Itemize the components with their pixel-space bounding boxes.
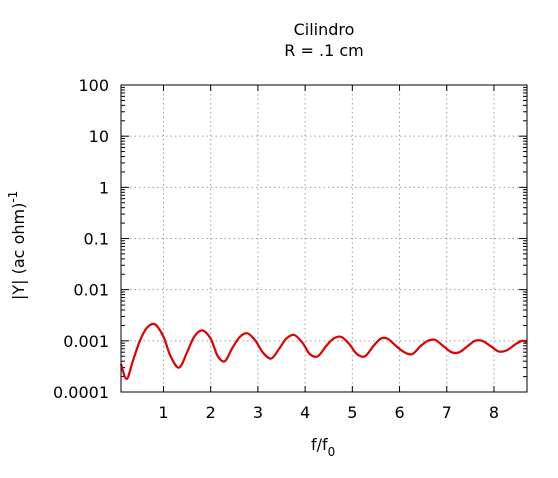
x-tick-label: 6: [394, 403, 404, 422]
x-tick-label: 3: [253, 403, 263, 422]
plot-frame: [120, 84, 528, 393]
x-tick-label: 1: [158, 403, 168, 422]
y-tick-label: 0.001: [63, 332, 109, 351]
y-tick-label: 1: [99, 178, 109, 197]
x-axis-label-main: f/f: [311, 435, 328, 454]
x-axis-label: f/f0: [311, 435, 335, 459]
y-tick-label: 0.1: [84, 230, 109, 249]
y-tick-label: 10: [89, 127, 109, 146]
x-tick-label: 2: [206, 403, 216, 422]
x-tick-label: 7: [442, 403, 452, 422]
grid-lines: [121, 85, 527, 392]
y-axis-label-superscript: -1: [6, 191, 20, 203]
x-axis-label-subscript: 0: [328, 445, 336, 459]
x-tick-label: 8: [489, 403, 499, 422]
y-tick-label: 0.01: [73, 281, 109, 300]
y-tick-label: 100: [78, 76, 109, 95]
chart-subtitle: R = .1 cm: [284, 41, 363, 60]
series-line: [119, 322, 528, 381]
axis-ticks: [121, 84, 527, 393]
x-tick-label: 4: [300, 403, 310, 422]
y-axis-label: |Y| (ac ohm)-1: [6, 191, 28, 300]
tick-labels: 1 2 3 4 5 6 7 8 0.0001 0.001 0.01 0.1 1 10 100: [53, 76, 499, 422]
y-axis-label-main: |Y| (ac ohm): [9, 203, 28, 300]
chart-title: Cilindro: [294, 20, 355, 39]
x-tick-label: 5: [347, 403, 357, 422]
y-tick-label: 0.0001: [53, 383, 109, 402]
